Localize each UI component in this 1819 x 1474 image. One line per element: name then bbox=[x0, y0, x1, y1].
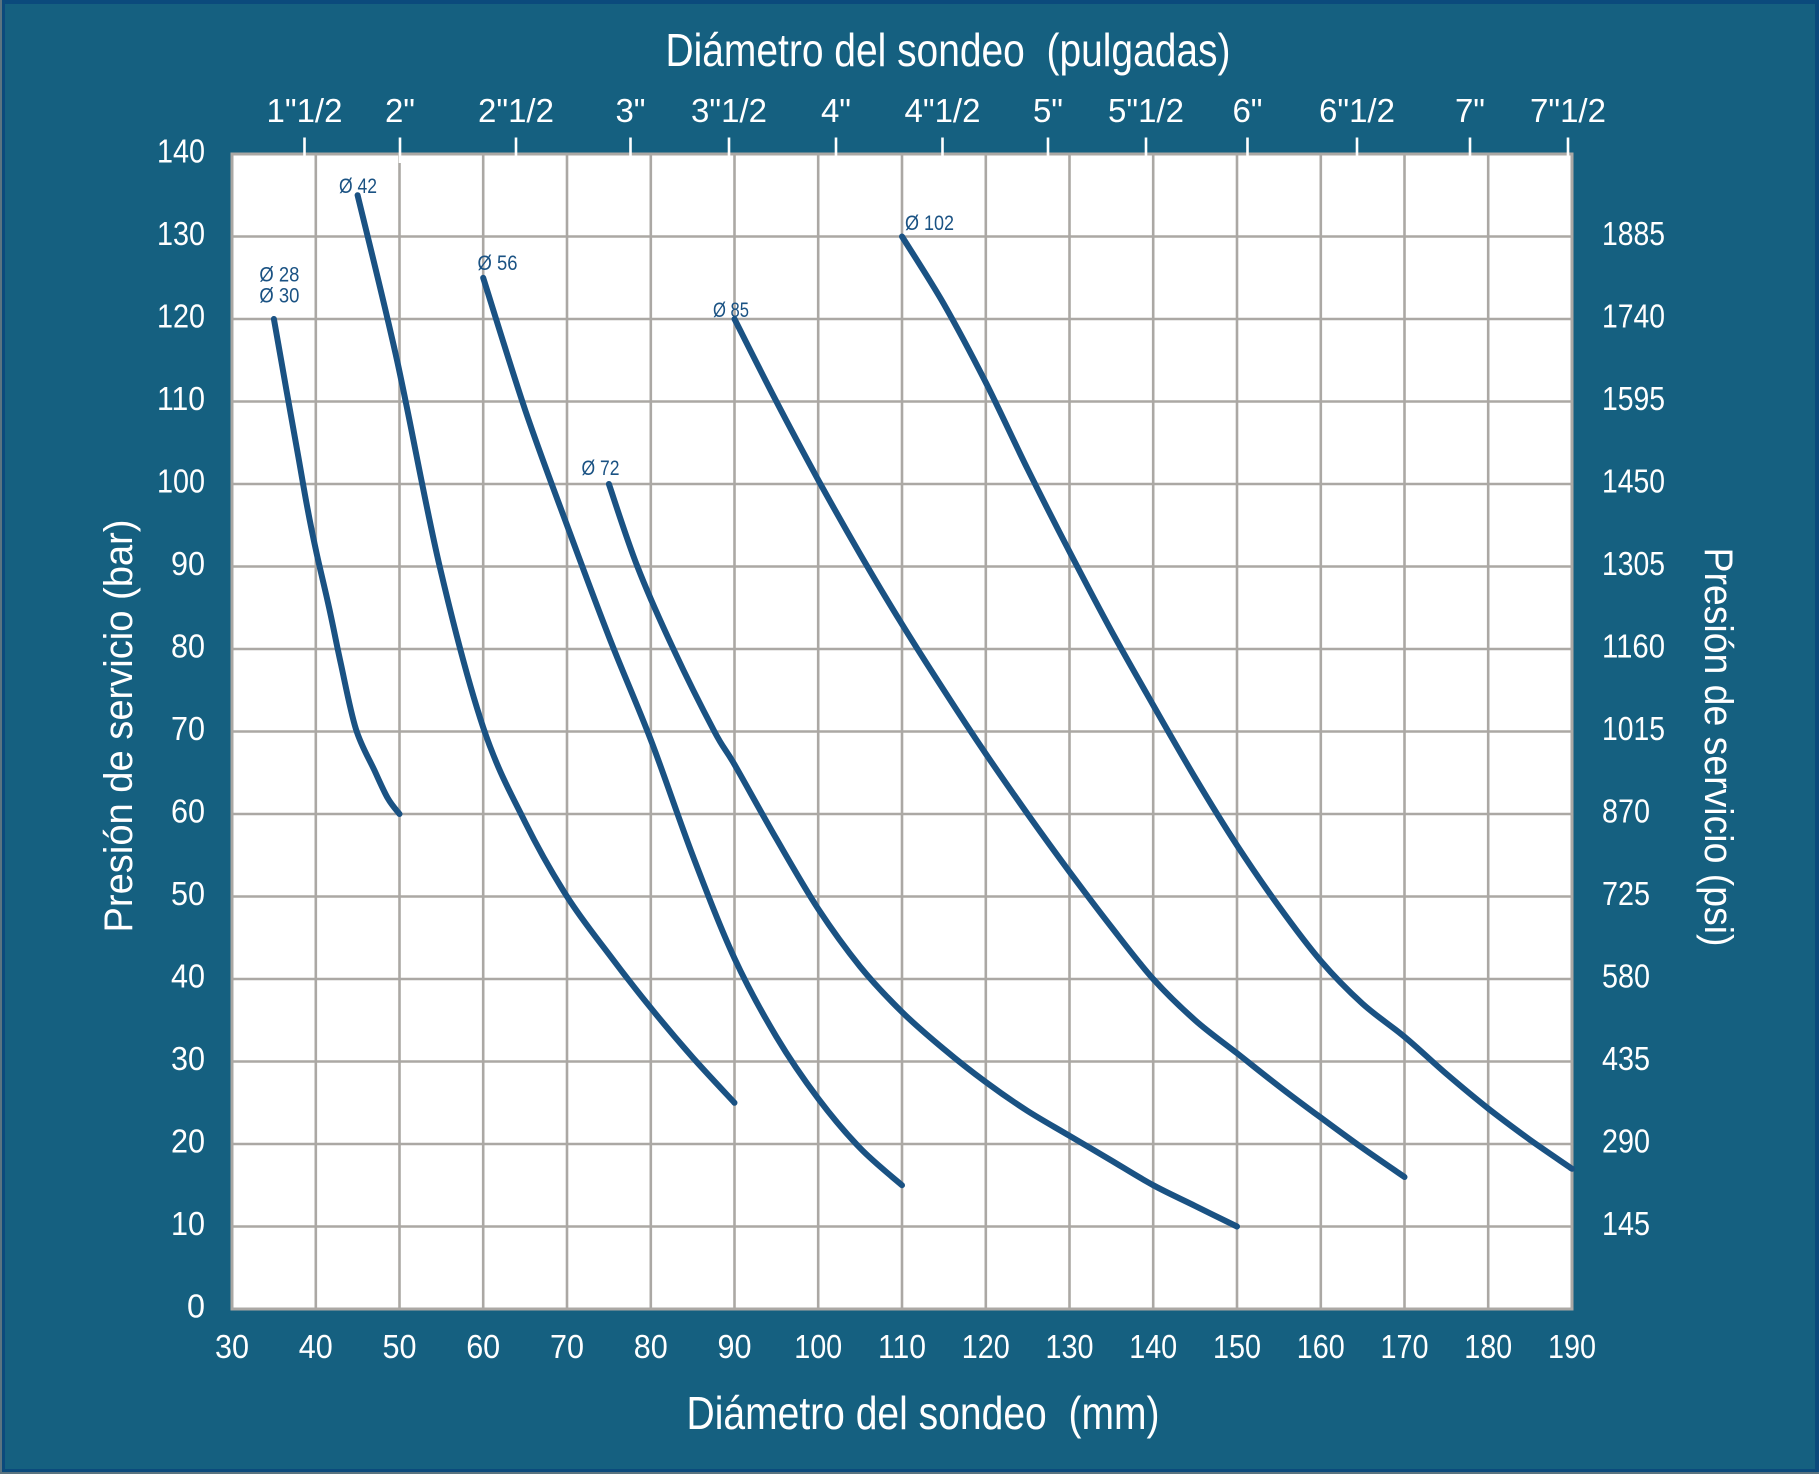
svg-text:7": 7" bbox=[1455, 92, 1485, 129]
svg-text:2"1/2: 2"1/2 bbox=[478, 92, 554, 129]
svg-text:Ø 28: Ø 28 bbox=[259, 262, 299, 286]
svg-text:1015: 1015 bbox=[1602, 710, 1665, 747]
svg-text:4": 4" bbox=[821, 92, 851, 129]
svg-text:70: 70 bbox=[550, 1328, 584, 1365]
svg-text:Ø 42: Ø 42 bbox=[339, 174, 377, 198]
svg-text:50: 50 bbox=[171, 875, 205, 912]
svg-text:80: 80 bbox=[634, 1328, 668, 1365]
svg-text:5": 5" bbox=[1033, 92, 1063, 129]
svg-text:110: 110 bbox=[878, 1328, 926, 1365]
svg-text:145: 145 bbox=[1602, 1205, 1650, 1242]
svg-text:290: 290 bbox=[1602, 1123, 1650, 1160]
svg-text:60: 60 bbox=[171, 793, 205, 830]
svg-text:1450: 1450 bbox=[1602, 463, 1665, 500]
svg-text:580: 580 bbox=[1602, 958, 1650, 995]
svg-text:1740: 1740 bbox=[1602, 298, 1665, 335]
svg-text:435: 435 bbox=[1602, 1040, 1650, 1077]
svg-text:100: 100 bbox=[157, 463, 205, 500]
svg-text:3": 3" bbox=[615, 92, 645, 129]
svg-text:1160: 1160 bbox=[1602, 628, 1665, 665]
svg-text:725: 725 bbox=[1602, 875, 1650, 912]
svg-text:6"1/2: 6"1/2 bbox=[1319, 92, 1395, 129]
svg-text:2": 2" bbox=[385, 92, 415, 129]
svg-text:0: 0 bbox=[187, 1288, 205, 1325]
svg-text:90: 90 bbox=[171, 545, 205, 582]
svg-text:90: 90 bbox=[718, 1328, 752, 1365]
svg-text:Ø 56: Ø 56 bbox=[478, 251, 518, 275]
svg-text:70: 70 bbox=[171, 710, 205, 747]
svg-text:Presión de servicio (psi): Presión de servicio (psi) bbox=[1696, 548, 1740, 947]
svg-text:130: 130 bbox=[1046, 1328, 1094, 1365]
svg-text:10: 10 bbox=[171, 1205, 205, 1242]
svg-text:40: 40 bbox=[299, 1328, 333, 1365]
svg-text:140: 140 bbox=[157, 133, 205, 170]
svg-text:Diámetro del sondeo (pulgadas: Diámetro del sondeo (pulgadas) bbox=[666, 24, 1231, 76]
svg-text:4"1/2: 4"1/2 bbox=[905, 92, 981, 129]
svg-text:140: 140 bbox=[1129, 1328, 1177, 1365]
svg-text:150: 150 bbox=[1213, 1328, 1261, 1365]
svg-text:Ø 85: Ø 85 bbox=[713, 298, 749, 322]
svg-text:1595: 1595 bbox=[1602, 380, 1665, 417]
svg-text:30: 30 bbox=[215, 1328, 249, 1365]
svg-text:Diámetro del sondeo (mm): Diámetro del sondeo (mm) bbox=[687, 1387, 1160, 1439]
svg-text:3"1/2: 3"1/2 bbox=[691, 92, 767, 129]
svg-text:Ø 30: Ø 30 bbox=[259, 284, 299, 308]
svg-text:100: 100 bbox=[794, 1328, 842, 1365]
svg-text:Ø 72: Ø 72 bbox=[582, 456, 620, 480]
svg-text:5"1/2: 5"1/2 bbox=[1108, 92, 1184, 129]
svg-text:30: 30 bbox=[171, 1040, 205, 1077]
svg-text:160: 160 bbox=[1297, 1328, 1345, 1365]
svg-text:120: 120 bbox=[962, 1328, 1010, 1365]
svg-text:7"1/2: 7"1/2 bbox=[1530, 92, 1606, 129]
svg-text:40: 40 bbox=[171, 958, 205, 995]
svg-text:20: 20 bbox=[171, 1123, 205, 1160]
svg-text:50: 50 bbox=[383, 1328, 417, 1365]
svg-text:Ø 102: Ø 102 bbox=[905, 211, 954, 235]
svg-text:1"1/2: 1"1/2 bbox=[267, 92, 343, 129]
svg-text:170: 170 bbox=[1381, 1328, 1429, 1365]
svg-text:1305: 1305 bbox=[1602, 545, 1665, 582]
svg-text:6": 6" bbox=[1232, 92, 1262, 129]
svg-text:60: 60 bbox=[466, 1328, 500, 1365]
svg-text:130: 130 bbox=[157, 215, 205, 252]
svg-text:870: 870 bbox=[1602, 793, 1650, 830]
svg-text:180: 180 bbox=[1464, 1328, 1512, 1365]
svg-text:120: 120 bbox=[157, 298, 205, 335]
svg-text:Presión de servicio (bar): Presión de servicio (bar) bbox=[97, 520, 141, 933]
svg-text:80: 80 bbox=[171, 628, 205, 665]
svg-text:1885: 1885 bbox=[1602, 215, 1665, 252]
svg-text:190: 190 bbox=[1548, 1328, 1596, 1365]
svg-text:110: 110 bbox=[157, 380, 205, 417]
